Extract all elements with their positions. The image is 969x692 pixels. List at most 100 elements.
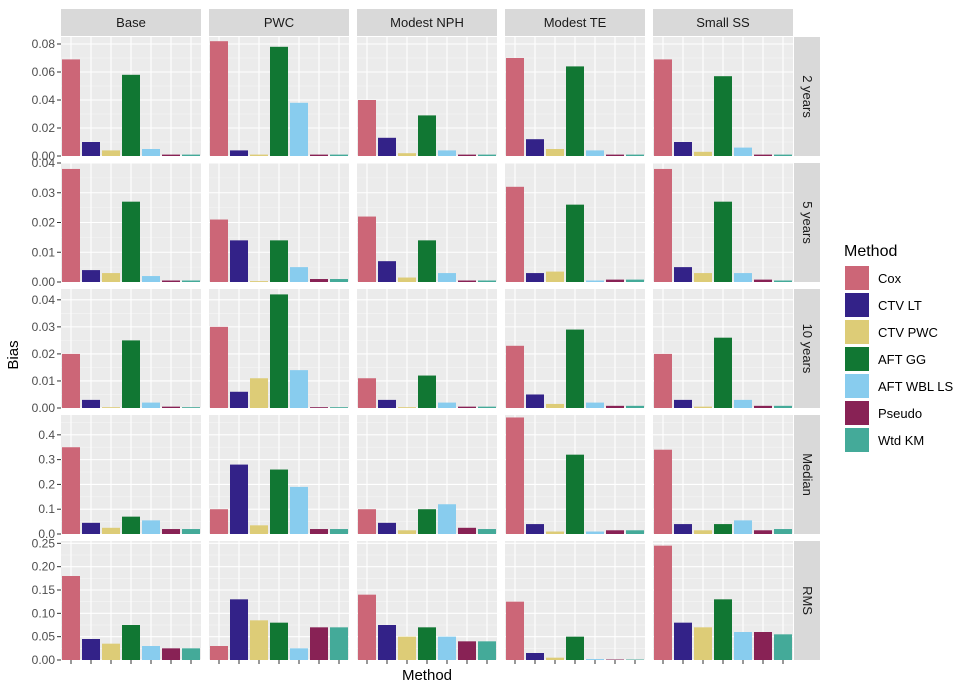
bar-wtd-km — [478, 406, 496, 408]
bar-aft-gg — [418, 375, 436, 408]
bar-aft-wbl-ls — [290, 648, 308, 660]
bar-pseudo — [458, 154, 476, 156]
bar-cox — [62, 168, 80, 282]
bar-ctv-pwc — [102, 527, 120, 534]
facet-label-col-4: Small SS — [696, 15, 750, 30]
legend-label-0: Cox — [878, 271, 902, 286]
y-tick-label: 0.00 — [32, 401, 56, 415]
y-tick-label: 0.02 — [32, 121, 56, 135]
bar-cox — [62, 59, 80, 156]
facet-strip-0 — [61, 9, 201, 36]
bar-wtd-km — [626, 405, 644, 408]
bar-aft-wbl-ls — [586, 150, 604, 156]
bar-pseudo — [162, 648, 180, 660]
bar-ctv-pwc — [102, 150, 120, 156]
bar-wtd-km — [330, 529, 348, 534]
bar-aft-gg — [270, 294, 288, 408]
bar-ctv-pwc — [102, 273, 120, 282]
bar-pseudo — [162, 280, 180, 282]
bar-wtd-km — [182, 280, 200, 282]
bar-pseudo — [606, 405, 624, 408]
bar-ctv-pwc — [546, 149, 564, 156]
bar-aft-wbl-ls — [438, 504, 456, 534]
bar-cox — [654, 168, 672, 282]
bar-wtd-km — [182, 407, 200, 408]
facet-strip-4 — [653, 9, 793, 36]
panels-layer: Base PWC Modest NPH Modest TE Small SS 2 year… — [32, 9, 820, 667]
bar-aft-wbl-ls — [734, 147, 752, 156]
bar-ctv-pwc — [398, 277, 416, 282]
bar-ctv-pwc — [398, 407, 416, 408]
legend: Method Cox CTV LT CTV PWC AFT GG AFT WBL LS P… — [844, 243, 953, 452]
bar-cox — [210, 219, 228, 282]
bar-aft-wbl-ls — [142, 646, 160, 660]
legend-label-5: Pseudo — [878, 406, 922, 421]
bar-aft-gg — [714, 76, 732, 156]
bar-cox — [654, 449, 672, 534]
legend-swatch-4 — [845, 374, 869, 398]
bar-cox — [358, 594, 376, 660]
y-tick-label: 0.03 — [32, 320, 56, 334]
bar-cox — [358, 216, 376, 282]
bar-aft-wbl-ls — [142, 402, 160, 408]
facet-strip-row-3 — [794, 415, 820, 534]
bar-aft-gg — [566, 204, 584, 282]
bar-pseudo — [606, 279, 624, 282]
legend-swatch-5 — [845, 401, 869, 425]
bar-pseudo — [310, 627, 328, 660]
bar-wtd-km — [330, 627, 348, 660]
bar-cox — [654, 59, 672, 156]
bar-ctv-lt — [230, 464, 248, 534]
legend-swatch-2 — [845, 320, 869, 344]
facet-label-row-3: Median — [800, 453, 815, 496]
bar-ctv-pwc — [694, 627, 712, 660]
bar-ctv-pwc — [102, 643, 120, 660]
bar-wtd-km — [774, 154, 792, 156]
bar-ctv-pwc — [250, 154, 268, 156]
bar-ctv-lt — [230, 599, 248, 660]
bar-wtd-km — [478, 529, 496, 534]
bar-ctv-pwc — [546, 531, 564, 534]
facet-label-col-2: Modest NPH — [390, 15, 464, 30]
y-tick-label: 0.00 — [32, 275, 56, 289]
bar-ctv-lt — [230, 150, 248, 156]
bar-ctv-pwc — [546, 403, 564, 408]
bar-ctv-pwc — [398, 636, 416, 660]
bar-wtd-km — [626, 530, 644, 534]
bar-cox — [506, 186, 524, 282]
y-tick-label: 0.04 — [32, 156, 56, 170]
facet-strip-row-4 — [794, 541, 820, 660]
y-tick-label: 0.04 — [32, 93, 56, 107]
facet-strip-row-1 — [794, 163, 820, 282]
bar-cox — [654, 353, 672, 408]
y-tick-label: 0.1 — [38, 502, 55, 516]
bar-cox — [506, 601, 524, 660]
bar-ctv-pwc — [398, 153, 416, 156]
bar-aft-gg — [714, 524, 732, 534]
bar-ctv-lt — [526, 273, 544, 282]
y-axis-title: Bias — [5, 340, 22, 369]
bar-wtd-km — [182, 529, 200, 534]
facet-label-row-2: 10 years — [800, 324, 815, 374]
bar-aft-gg — [418, 627, 436, 660]
bar-aft-wbl-ls — [142, 149, 160, 156]
bar-ctv-lt — [82, 270, 100, 282]
y-tick-label: 0.01 — [32, 374, 56, 388]
bar-aft-gg — [566, 636, 584, 660]
y-tick-label: 0.0 — [38, 527, 55, 541]
y-tick-label: 0.04 — [32, 293, 56, 307]
bar-cox — [358, 100, 376, 156]
bar-ctv-lt — [378, 399, 396, 408]
bar-ctv-pwc — [546, 271, 564, 282]
bar-aft-wbl-ls — [142, 520, 160, 534]
bar-ctv-lt — [82, 639, 100, 660]
bar-cox — [62, 353, 80, 408]
bar-aft-gg — [566, 66, 584, 156]
facet-strip-1 — [209, 9, 349, 36]
bar-ctv-pwc — [694, 406, 712, 408]
y-tick-label: 0.2 — [38, 477, 55, 491]
bar-wtd-km — [626, 154, 644, 156]
bar-ctv-pwc — [250, 378, 268, 408]
bar-ctv-pwc — [250, 281, 268, 282]
